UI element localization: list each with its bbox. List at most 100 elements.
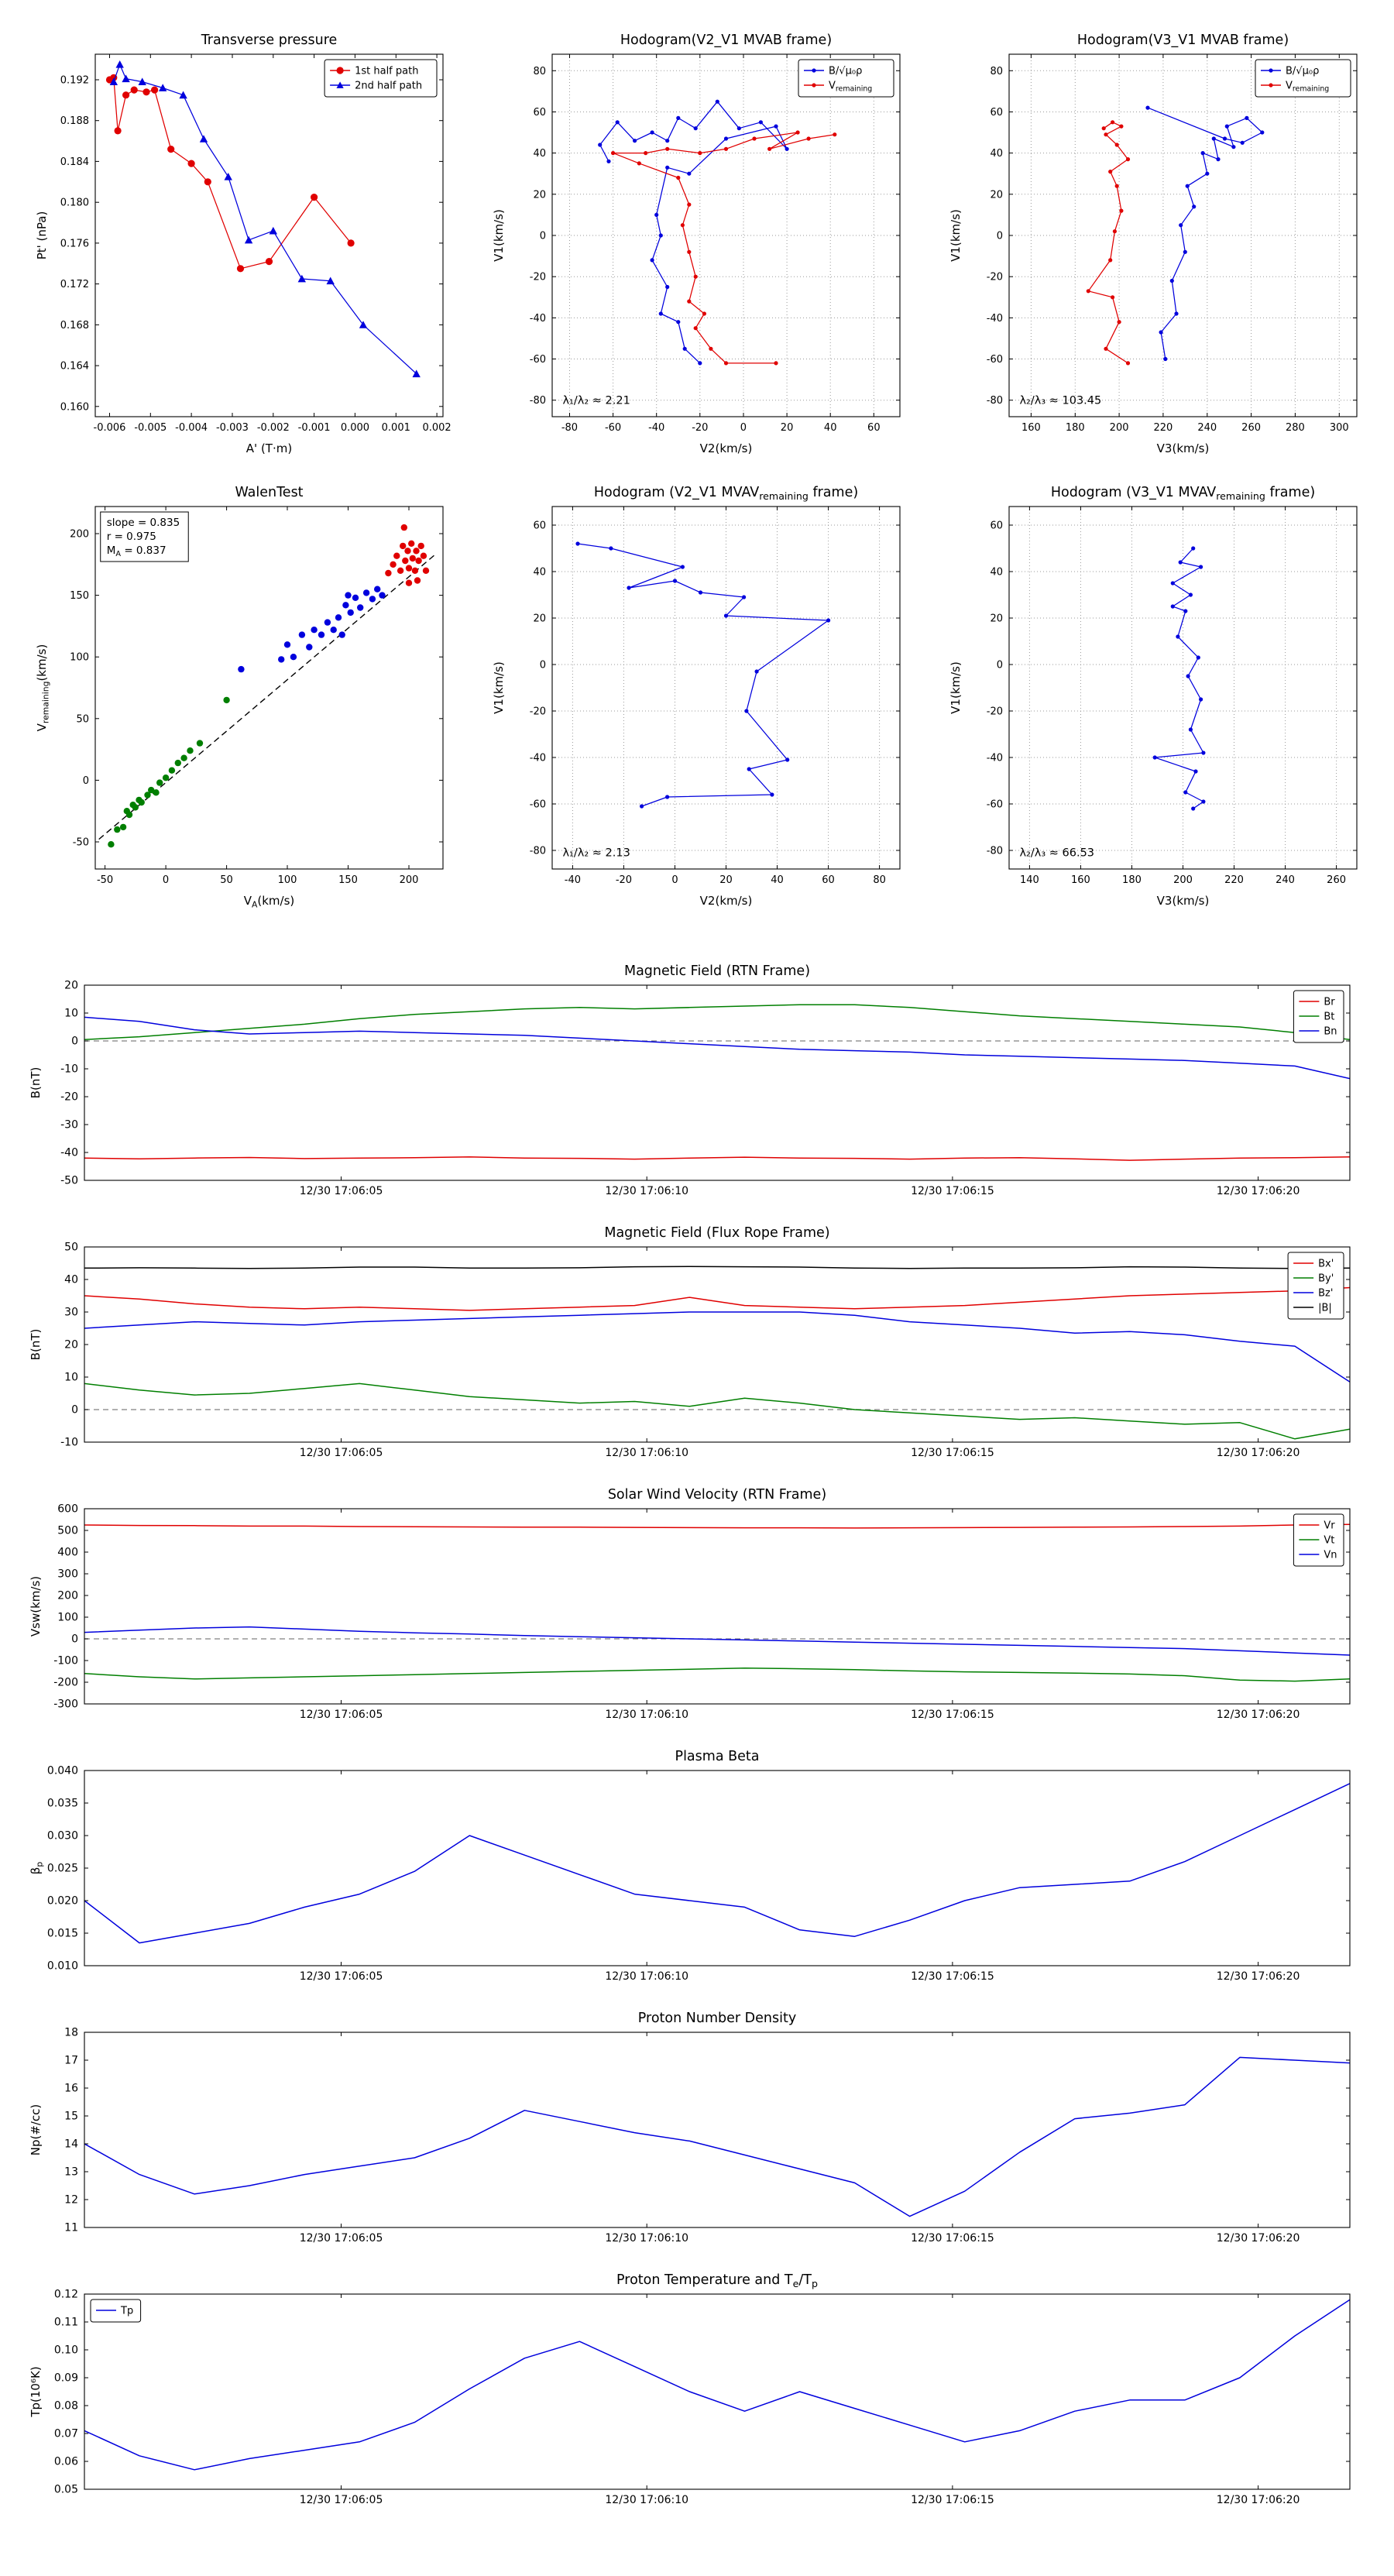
svg-text:40: 40 — [824, 422, 837, 434]
series-2nd half path — [109, 60, 421, 378]
svg-text:0: 0 — [997, 660, 1003, 671]
svg-text:-30: -30 — [60, 1119, 78, 1132]
series-series0 — [1152, 546, 1206, 811]
ticks: -40 -20 0 20 40 60 80 -80 -60 -40 -20 0 20 40 60 — [530, 507, 900, 886]
svg-text:0: 0 — [163, 874, 169, 886]
svg-text:12/30 17:06:15: 12/30 17:06:15 — [911, 1709, 994, 1721]
series-Bz' — [84, 1311, 1350, 1382]
svg-text:20: 20 — [719, 874, 733, 886]
svg-text:βp: βp — [29, 1862, 44, 1875]
svg-text:0.002: 0.002 — [422, 422, 451, 434]
svg-text:Vt: Vt — [1324, 1535, 1334, 1547]
svg-text:Plasma Beta: Plasma Beta — [675, 1749, 760, 1764]
svg-text:-80: -80 — [987, 846, 1003, 857]
svg-text:slope = 0.835: slope = 0.835 — [107, 517, 180, 529]
svg-text:-60: -60 — [987, 799, 1003, 811]
svg-text:0.12: 0.12 — [54, 2289, 78, 2301]
svg-text:80: 80 — [533, 66, 546, 77]
svg-text:-80: -80 — [561, 422, 578, 434]
svg-text:200: 200 — [400, 874, 419, 886]
svg-text:Vremaining: Vremaining — [1286, 81, 1329, 94]
svg-text:0.07: 0.07 — [54, 2428, 78, 2440]
legend: Tp — [90, 2299, 142, 2323]
axes-border — [84, 1770, 1351, 1966]
svg-text:Bn: Bn — [1324, 1026, 1337, 1038]
svg-text:1st half path: 1st half path — [355, 66, 418, 77]
svg-text:-0.005: -0.005 — [134, 422, 167, 434]
svg-text:Transverse pressure: Transverse pressure — [201, 33, 338, 48]
svg-text:Proton Temperature and Te/Tp: Proton Temperature and Te/Tp — [616, 2272, 818, 2289]
series-group — [84, 1266, 1350, 1440]
grid — [552, 507, 900, 869]
svg-text:-40: -40 — [565, 874, 581, 886]
annotation: λ₁/λ₂ ≈ 2.13 — [562, 847, 630, 860]
svg-text:12/30 17:06:05: 12/30 17:06:05 — [300, 2232, 383, 2245]
series-group — [1086, 105, 1265, 366]
svg-text:0.176: 0.176 — [60, 238, 89, 249]
series-group — [1152, 546, 1206, 811]
svg-text:12/30 17:06:20: 12/30 17:06:20 — [1217, 1447, 1300, 1459]
svg-text:12/30 17:06:10: 12/30 17:06:10 — [605, 2494, 688, 2506]
ticks: 12/30 17:06:05 12/30 17:06:10 12/30 17:06:… — [47, 1765, 1350, 1983]
svg-text:30: 30 — [64, 1307, 78, 1319]
svg-text:80: 80 — [990, 66, 1003, 77]
chart-plasma-beta: 12/30 17:06:05 12/30 17:06:10 12/30 17:06:… — [27, 1743, 1367, 1998]
svg-text:12/30 17:06:10: 12/30 17:06:10 — [605, 1447, 688, 1459]
svg-text:60: 60 — [990, 107, 1003, 118]
svg-text:V3(km/s): V3(km/s) — [1157, 441, 1210, 455]
svg-text:240: 240 — [1197, 422, 1217, 434]
svg-text:-10: -10 — [60, 1063, 78, 1076]
svg-text:-40: -40 — [530, 313, 546, 325]
svg-text:0.020: 0.020 — [47, 1895, 78, 1908]
svg-text:200: 200 — [57, 1590, 78, 1602]
series-group — [575, 541, 831, 809]
svg-text:Bz': Bz' — [1318, 1288, 1333, 1300]
svg-text:20: 20 — [533, 189, 546, 201]
svg-text:15: 15 — [64, 2111, 78, 2123]
svg-text:0.180: 0.180 — [60, 197, 89, 209]
svg-text:0: 0 — [740, 422, 747, 434]
svg-text:-20: -20 — [616, 874, 632, 886]
svg-text:20: 20 — [990, 189, 1003, 201]
svg-text:40: 40 — [533, 148, 546, 160]
chart-walen-test: -50 0 50 100 150 200 -50 0 50 100 150 200 WalenTest V… — [27, 472, 453, 915]
svg-text:Vsw(km/s): Vsw(km/s) — [29, 1576, 43, 1637]
series-Vremaining — [611, 130, 837, 366]
svg-text:240: 240 — [1276, 874, 1295, 886]
svg-text:-100: -100 — [53, 1655, 78, 1668]
svg-text:0: 0 — [71, 1404, 78, 1417]
svg-text:Hodogram(V3_V1 MVAB frame): Hodogram(V3_V1 MVAB frame) — [1077, 33, 1289, 48]
svg-text:50: 50 — [220, 874, 233, 886]
chart-canvas-hodogram-v2v1-mvab: -80 -60 -40 -20 0 20 40 60 -80 -60 -40 -20 0 20 40 60 80… — [492, 33, 901, 455]
axes-border — [84, 1508, 1351, 1705]
svg-text:B/√μ₀ρ: B/√μ₀ρ — [829, 66, 862, 77]
svg-text:-20: -20 — [987, 706, 1003, 718]
svg-text:Magnetic Field (RTN Frame): Magnetic Field (RTN Frame) — [624, 963, 810, 979]
svg-text:60: 60 — [533, 520, 546, 532]
svg-text:-40: -40 — [648, 422, 664, 434]
series-group — [598, 99, 837, 366]
svg-text:0.015: 0.015 — [47, 1928, 78, 1940]
svg-text:12/30 17:06:15: 12/30 17:06:15 — [911, 2232, 994, 2245]
series-group — [98, 524, 437, 848]
svg-text:-60: -60 — [605, 422, 621, 434]
svg-text:-300: -300 — [53, 1698, 78, 1711]
chart-hodogram-v3v1-mvav: 140 160 180 200 220 240 260 -80 -60 -40 -20 0 20 40 60… — [941, 472, 1367, 915]
chart-solar-wind-velocity: 12/30 17:06:05 12/30 17:06:10 12/30 17:06:… — [27, 1481, 1367, 1736]
svg-text:0.09: 0.09 — [54, 2372, 78, 2385]
svg-text:-40: -40 — [530, 753, 546, 764]
svg-text:12/30 17:06:20: 12/30 17:06:20 — [1217, 2494, 1300, 2506]
svg-text:-40: -40 — [60, 1147, 78, 1159]
svg-text:40: 40 — [771, 874, 784, 886]
svg-text:-60: -60 — [987, 354, 1003, 366]
svg-text:-0.002: -0.002 — [257, 422, 290, 434]
svg-text:12: 12 — [64, 2194, 78, 2207]
series-Bt — [84, 1004, 1350, 1040]
axes-border — [84, 1246, 1351, 1443]
svg-text:0.030: 0.030 — [47, 1830, 78, 1843]
legend: B/√μ₀ρ Vremaining — [1255, 59, 1351, 98]
chart-transverse-pressure: -0.006 -0.005 -0.004 -0.003 -0.002 -0.001 0.00… — [27, 20, 453, 463]
svg-text:A' (T·m): A' (T·m) — [246, 441, 292, 455]
svg-text:14: 14 — [64, 2138, 78, 2151]
